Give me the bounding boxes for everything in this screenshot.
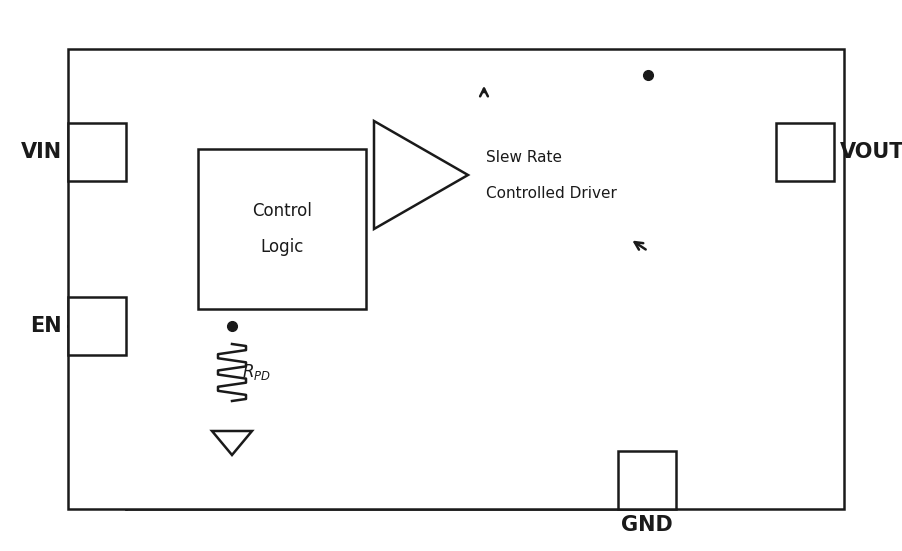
Bar	[618, 451, 676, 509]
Bar	[68, 49, 844, 509]
Text: VOUT: VOUT	[840, 142, 902, 162]
Text: EN: EN	[31, 316, 62, 336]
Bar	[68, 123, 126, 181]
Text: Controlled Driver: Controlled Driver	[486, 186, 617, 201]
Text: Logic: Logic	[261, 238, 304, 256]
Text: GND: GND	[621, 515, 673, 535]
Text: VIN: VIN	[21, 142, 62, 162]
Bar	[198, 149, 366, 309]
Text: Control: Control	[252, 202, 312, 220]
Bar	[776, 123, 834, 181]
Text: Slew Rate: Slew Rate	[486, 149, 562, 165]
Bar	[68, 297, 126, 355]
Text: $R_{PD}$: $R_{PD}$	[242, 363, 271, 382]
